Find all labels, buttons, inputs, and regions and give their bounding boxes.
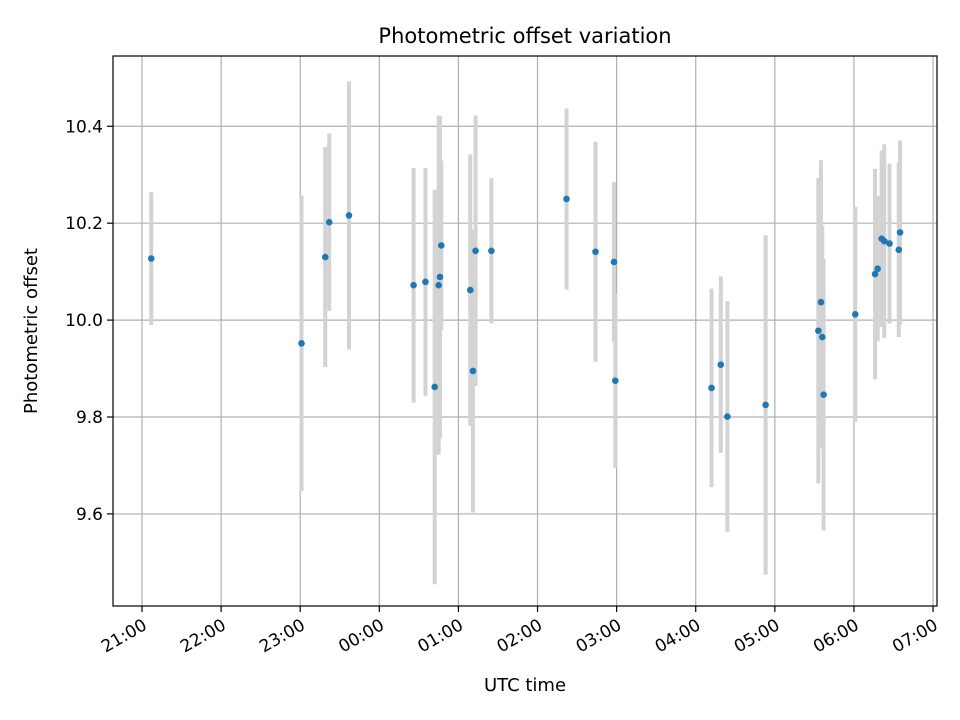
data-point bbox=[436, 273, 444, 281]
data-point bbox=[437, 242, 445, 249]
data-point bbox=[410, 281, 417, 289]
x-tick-label: 04:00 bbox=[652, 615, 704, 657]
plot-frame bbox=[112, 55, 938, 607]
data-point bbox=[815, 327, 822, 335]
data-point bbox=[762, 401, 769, 409]
data-point bbox=[298, 340, 305, 347]
data-point bbox=[563, 195, 570, 203]
data-point bbox=[817, 298, 825, 306]
y-tick-label: 9.8 bbox=[76, 408, 103, 428]
y-tick-label: 9.6 bbox=[76, 505, 103, 525]
data-point bbox=[724, 413, 731, 420]
x-axis-ticks: 21:00 22:00 23:00 00:00 01:00 02:00 03:00 04:00… bbox=[98, 606, 942, 657]
x-axis-label: UTC time bbox=[484, 675, 566, 696]
data-point bbox=[708, 384, 715, 392]
x-tick-label: 22:00 bbox=[177, 615, 229, 657]
x-tick-label: 06:00 bbox=[810, 615, 862, 657]
data-point bbox=[886, 240, 893, 247]
data-point bbox=[321, 253, 329, 261]
error-bars bbox=[149, 81, 903, 585]
y-tick-label: 10.0 bbox=[65, 311, 103, 331]
x-tick-label: 00:00 bbox=[335, 615, 387, 657]
data-point bbox=[466, 286, 474, 294]
x-tick-label: 23:00 bbox=[256, 615, 308, 657]
x-tick-label: 01:00 bbox=[414, 615, 466, 657]
data-point bbox=[147, 255, 155, 262]
x-tick-label: 03:00 bbox=[573, 615, 625, 657]
data-point bbox=[717, 361, 725, 368]
data-point bbox=[431, 383, 438, 391]
data-point bbox=[469, 367, 477, 375]
data-point bbox=[592, 248, 599, 256]
data-point bbox=[325, 218, 333, 226]
x-tick-label: 02:00 bbox=[494, 615, 546, 657]
data-point bbox=[435, 281, 442, 289]
grid-lines bbox=[113, 56, 937, 606]
data-point bbox=[871, 270, 879, 278]
y-tick-label: 10.4 bbox=[65, 117, 103, 137]
data-point bbox=[422, 278, 429, 286]
data-point bbox=[880, 237, 888, 245]
data-point bbox=[874, 265, 881, 273]
data-point bbox=[818, 333, 826, 341]
y-axis-ticks: 9.6 9.8 10.0 10.2 10.4 bbox=[65, 117, 113, 525]
data-point bbox=[472, 247, 479, 255]
data-point bbox=[895, 246, 903, 254]
y-axis-label: Photometric offset bbox=[21, 248, 42, 414]
data-point bbox=[851, 310, 859, 318]
data-point bbox=[488, 247, 495, 255]
data-point bbox=[610, 258, 618, 266]
x-tick-label: 21:00 bbox=[98, 615, 150, 657]
data-point bbox=[345, 212, 353, 219]
x-tick-label: 05:00 bbox=[731, 615, 783, 657]
data-markers bbox=[147, 195, 904, 420]
chart-title: Photometric offset variation bbox=[378, 24, 671, 48]
x-tick-label: 07:00 bbox=[889, 615, 941, 657]
data-point bbox=[820, 391, 827, 399]
data-point bbox=[896, 229, 904, 236]
y-tick-label: 10.2 bbox=[65, 214, 103, 234]
data-point bbox=[612, 377, 619, 384]
